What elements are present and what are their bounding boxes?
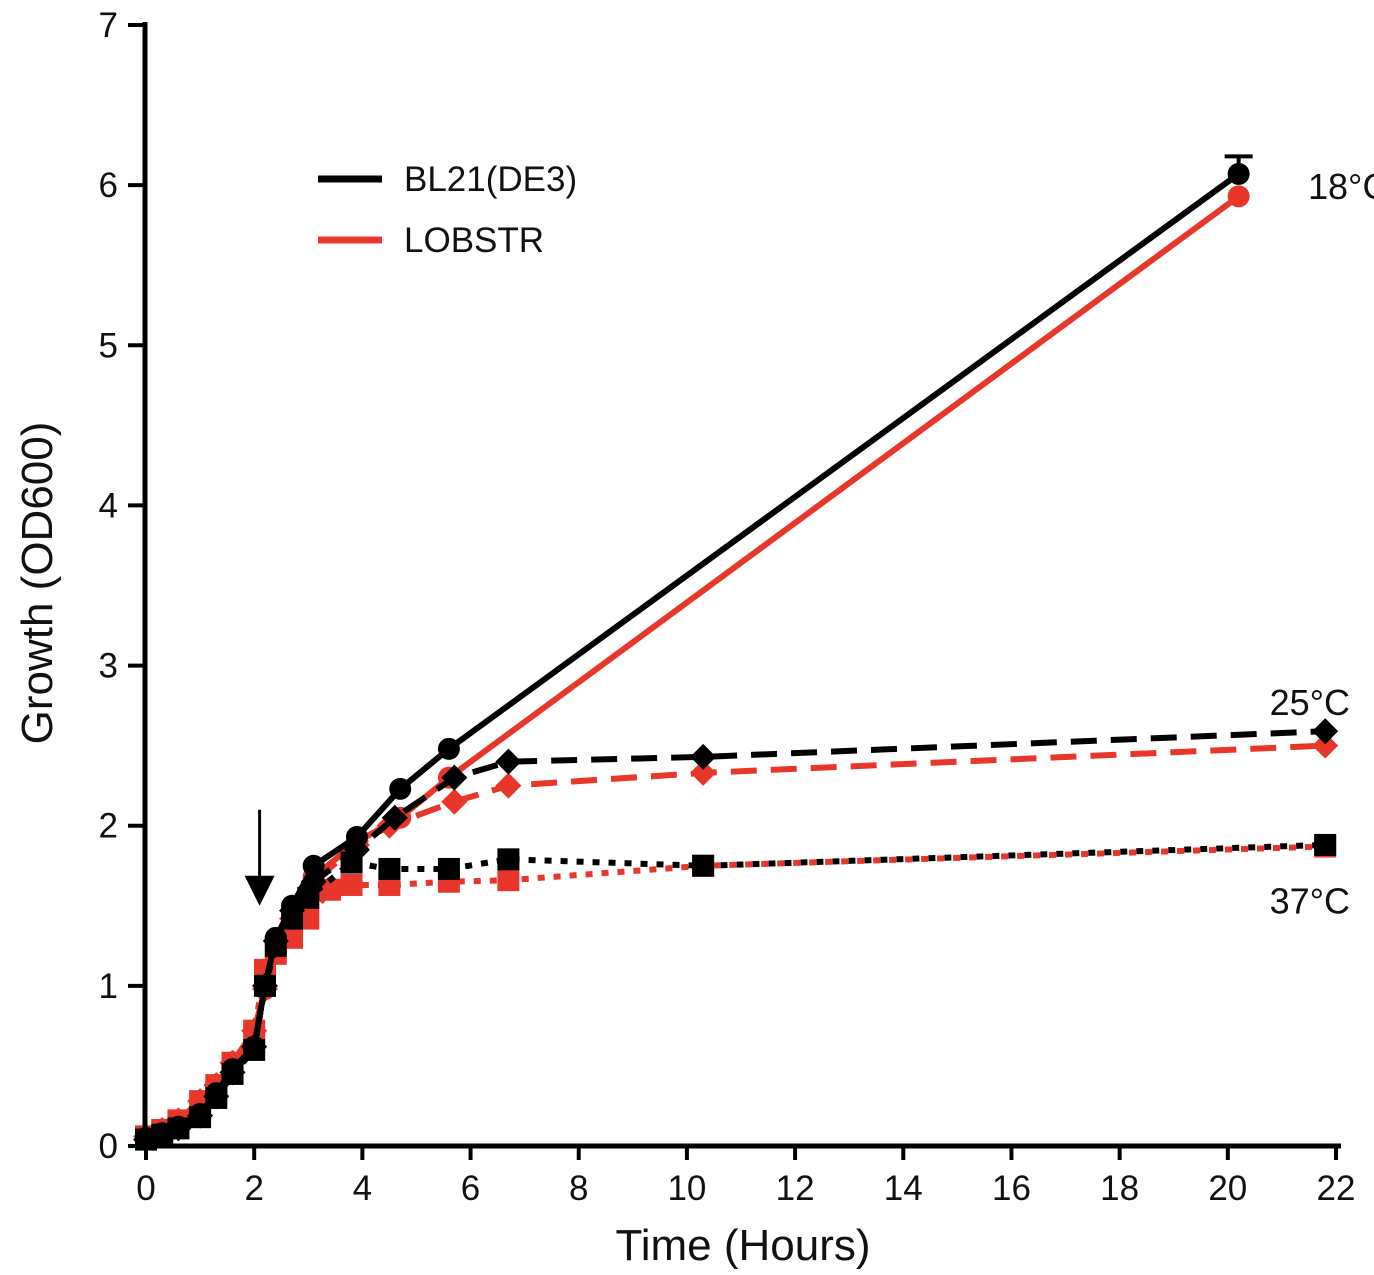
x-tick-label: 22 [1317, 1169, 1356, 1208]
induction-arrow [245, 810, 275, 906]
data-point [389, 778, 411, 800]
series-lobstr-25c [133, 733, 1338, 1150]
legend-label-lobstr: LOBSTR [404, 221, 544, 260]
data-point [1228, 163, 1250, 185]
x-tick-label: 18 [1100, 1169, 1139, 1208]
axes [143, 22, 1342, 1146]
series-lobstr-18c [135, 185, 1250, 1147]
data-point [690, 744, 716, 770]
data-point [378, 858, 400, 880]
data-point [265, 935, 287, 957]
x-tick-label: 14 [884, 1169, 923, 1208]
y-tick-label: 3 [99, 647, 118, 686]
data-point [438, 738, 460, 760]
x-tick-label: 6 [461, 1169, 480, 1208]
plot-area [133, 156, 1338, 1152]
y-tick-label: 4 [99, 486, 118, 525]
data-point [441, 789, 467, 815]
data-point [1228, 185, 1250, 207]
series-line [146, 731, 1325, 1139]
temperature-label: 37°C [1270, 880, 1350, 921]
data-point [281, 908, 303, 930]
y-tick-label: 0 [99, 1127, 118, 1166]
y-tick-label: 2 [99, 807, 118, 846]
y-tick-label: 5 [99, 326, 118, 365]
data-point [692, 855, 714, 877]
series-line [146, 845, 1325, 1140]
data-point [495, 773, 521, 799]
data-point [297, 887, 319, 909]
data-point [167, 1117, 189, 1139]
y-axis-title: Growth (OD600) [13, 422, 62, 745]
data-point [243, 1039, 265, 1061]
y-tick-label: 6 [99, 166, 118, 205]
series-line [146, 196, 1239, 1136]
x-tick-label: 2 [244, 1169, 263, 1208]
data-point [341, 852, 363, 874]
data-point [1314, 834, 1336, 856]
x-tick-label: 12 [776, 1169, 815, 1208]
series-bl21-de3--25c [133, 718, 1338, 1152]
x-axis-title: Time (Hours) [615, 1221, 870, 1270]
x-tick-label: 10 [667, 1169, 706, 1208]
y-tick-label: 7 [99, 6, 118, 45]
temperature-labels: 18°C 25°C 37°C [1270, 166, 1374, 921]
x-tick-label: 0 [136, 1169, 155, 1208]
y-tick-label: 1 [99, 967, 118, 1006]
x-tick-label: 16 [992, 1169, 1031, 1208]
temperature-label: 25°C [1270, 682, 1350, 723]
data-point [189, 1106, 211, 1128]
temperature-label: 18°C [1308, 166, 1374, 207]
data-point [495, 749, 521, 775]
x-tick-label: 4 [353, 1169, 372, 1208]
series-bl21-de3--18c [135, 156, 1253, 1149]
series-line [146, 746, 1325, 1137]
legend: BL21(DE3) LOBSTR [318, 160, 577, 260]
x-tick-label: 8 [569, 1169, 588, 1208]
arrow-head [245, 876, 275, 906]
legend-label-bl21: BL21(DE3) [404, 160, 577, 199]
data-point [254, 975, 276, 997]
data-point [438, 858, 460, 880]
data-point [497, 848, 519, 870]
data-point [222, 1063, 244, 1085]
data-point [497, 869, 519, 891]
data-point [205, 1087, 227, 1109]
x-tick-label: 20 [1208, 1169, 1247, 1208]
data-point [341, 874, 363, 896]
